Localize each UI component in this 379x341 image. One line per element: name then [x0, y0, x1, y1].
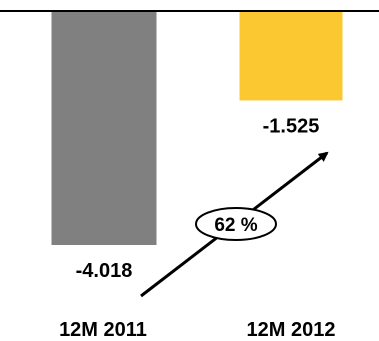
bar-12m-2011 — [51, 12, 157, 245]
bar-12m-2012 — [239, 12, 343, 101]
growth-label: 62 % — [214, 215, 257, 236]
growth-badge — [195, 207, 277, 241]
category-label-12m-2011: 12M 2011 — [59, 319, 147, 341]
category-label-12m-2012: 12M 2012 — [247, 319, 336, 341]
value-label-12m-2011: -4.018 — [76, 260, 133, 282]
value-label-12m-2012: -1.525 — [263, 115, 320, 137]
